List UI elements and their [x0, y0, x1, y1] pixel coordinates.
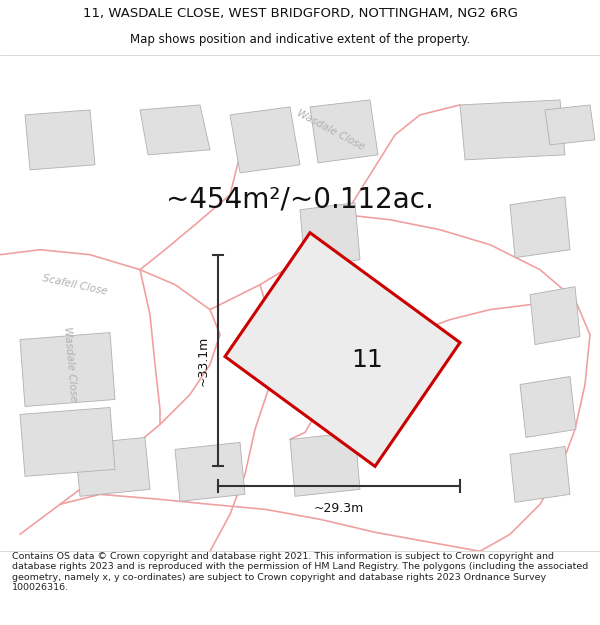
Polygon shape [20, 332, 115, 406]
Polygon shape [175, 442, 245, 501]
Text: Scafell Close: Scafell Close [41, 273, 109, 296]
Polygon shape [310, 100, 378, 163]
Text: Map shows position and indicative extent of the property.: Map shows position and indicative extent… [130, 33, 470, 46]
Text: Contains OS data © Crown copyright and database right 2021. This information is : Contains OS data © Crown copyright and d… [12, 552, 588, 592]
Polygon shape [25, 110, 95, 170]
Polygon shape [510, 197, 570, 258]
Polygon shape [530, 287, 580, 344]
Text: Wasdale Close: Wasdale Close [295, 108, 366, 152]
Text: ~454m²/~0.112ac.: ~454m²/~0.112ac. [166, 186, 434, 214]
Polygon shape [520, 376, 576, 438]
Polygon shape [225, 232, 460, 466]
Polygon shape [230, 107, 300, 173]
Text: 11, WASDALE CLOSE, WEST BRIDGFORD, NOTTINGHAM, NG2 6RG: 11, WASDALE CLOSE, WEST BRIDGFORD, NOTTI… [83, 8, 517, 20]
Text: Wasdale Close: Wasdale Close [62, 327, 78, 402]
Polygon shape [300, 202, 360, 267]
Polygon shape [305, 292, 350, 346]
Text: 11: 11 [352, 348, 383, 371]
Polygon shape [510, 446, 570, 503]
Polygon shape [545, 105, 595, 145]
Text: ~33.1m: ~33.1m [197, 336, 210, 386]
Polygon shape [460, 100, 565, 160]
Polygon shape [290, 432, 360, 496]
Polygon shape [140, 105, 210, 155]
Polygon shape [75, 438, 150, 496]
Text: ~29.3m: ~29.3m [314, 503, 364, 516]
Polygon shape [20, 408, 115, 476]
